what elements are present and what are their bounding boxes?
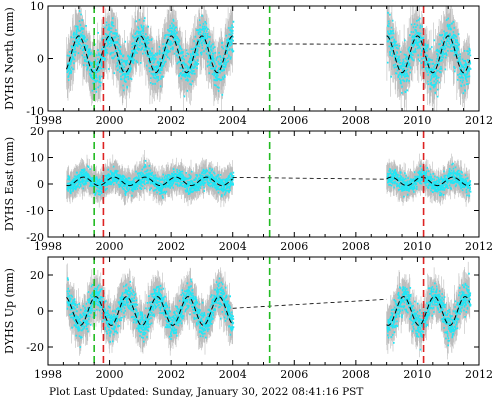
y-tick-label: 10 xyxy=(30,0,44,13)
chart-panel-3: 1998 2000 2002 2004 2006 2008 2010 2012 -20 0 20 DY… xyxy=(3,256,493,381)
x-tick-label: 1998 xyxy=(34,114,62,127)
x-tick-label: 2012 xyxy=(465,368,493,381)
data-area-2 xyxy=(66,131,472,237)
y-tick-label: 20 xyxy=(30,269,44,282)
y-axis-title: DYHS East (mm) xyxy=(3,137,16,231)
x-tick-label: 2000 xyxy=(96,368,124,381)
x-tick-label: 2010 xyxy=(403,240,431,253)
x-tick-label: 2006 xyxy=(280,240,308,253)
x-tick-label: 2008 xyxy=(342,368,370,381)
model-gap-line xyxy=(232,43,387,45)
y-tick-label: 20 xyxy=(30,125,44,138)
x-tick-label: 2002 xyxy=(157,368,185,381)
data-area-1 xyxy=(66,6,472,111)
x-tick-label: 2012 xyxy=(465,114,493,127)
y-axis-title: DYHS North (mm) xyxy=(3,7,16,110)
error-bars xyxy=(66,261,471,360)
model-fit-line xyxy=(66,296,471,326)
x-tick-label: 2008 xyxy=(342,240,370,253)
chart-panel-2: 1998 2000 2002 2004 2006 2008 2010 2012 -20 -10 0 1… xyxy=(3,125,493,253)
x-tick-label: 2010 xyxy=(403,368,431,381)
y-axis-title: DYHS Up (mm) xyxy=(3,268,16,354)
x-tick-label: 2002 xyxy=(157,114,185,127)
y-tick-label: 0 xyxy=(37,53,44,66)
y-tick-label: 0 xyxy=(37,305,44,318)
last-updated-text: Plot Last Updated: Sunday, January 30, 2… xyxy=(49,386,364,398)
y-tick-label: -10 xyxy=(26,105,44,118)
x-tick-label: 2000 xyxy=(96,240,124,253)
chart-panel-1: 1998 2000 2002 2004 2006 2008 2010 2012 -10 0 10 DY… xyxy=(3,0,493,127)
x-tick-label: 2006 xyxy=(280,114,308,127)
model-gap-line xyxy=(232,176,387,180)
x-tick-label: 2000 xyxy=(96,114,124,127)
y-tick-label: -20 xyxy=(26,341,44,354)
x-tick-label: 2004 xyxy=(219,368,247,381)
data-area-3 xyxy=(66,257,472,365)
x-tick-label: 2002 xyxy=(157,240,185,253)
y-tick-label: -20 xyxy=(26,231,44,244)
model-fit-line xyxy=(66,176,470,187)
x-tick-label: 2012 xyxy=(465,240,493,253)
x-tick-label: 1998 xyxy=(34,368,62,381)
y-tick-label: 0 xyxy=(37,178,44,191)
model-gap-line xyxy=(232,298,387,309)
y-tick-label: -10 xyxy=(26,205,44,218)
x-tick-label: 2010 xyxy=(403,114,431,127)
x-tick-label: 1998 xyxy=(34,240,62,253)
x-tick-label: 2004 xyxy=(219,114,247,127)
x-tick-label: 2006 xyxy=(280,368,308,381)
x-tick-label: 2008 xyxy=(342,114,370,127)
x-tick-label: 2004 xyxy=(219,240,247,253)
y-tick-label: 10 xyxy=(30,152,44,165)
